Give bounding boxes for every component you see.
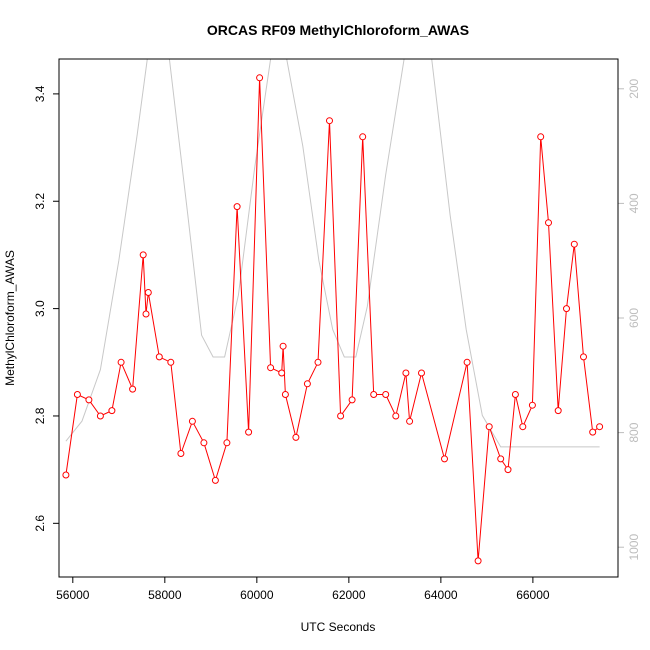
- y2-tick-label: 400: [627, 193, 641, 213]
- data-point: [537, 133, 545, 141]
- data-point: [545, 219, 552, 227]
- data-point: [406, 417, 414, 425]
- data-point: [267, 364, 275, 372]
- data-point: [233, 203, 241, 211]
- data-point: [292, 433, 300, 441]
- y-tick-label: 3.4: [33, 85, 47, 102]
- data-point: [474, 557, 482, 565]
- data-point: [96, 412, 104, 420]
- data-point: [278, 369, 286, 377]
- primary-series-layer: [62, 74, 604, 565]
- data-point: [441, 455, 448, 463]
- y-tick-label: 3.2: [33, 193, 47, 210]
- data-point: [348, 396, 356, 404]
- data-point: [596, 423, 604, 431]
- data-point: [62, 471, 70, 479]
- data-point: [85, 396, 93, 404]
- data-point: [108, 407, 116, 415]
- x-tick-label: 62000: [332, 588, 366, 602]
- data-point: [402, 369, 410, 377]
- data-point: [485, 423, 493, 431]
- data-point: [155, 353, 163, 361]
- data-point: [188, 417, 196, 425]
- data-point: [200, 439, 208, 447]
- secondary-series-line: [65, 59, 600, 448]
- x-tick-label: 64000: [424, 588, 458, 602]
- data-point: [73, 391, 81, 398]
- data-point: [370, 391, 378, 398]
- data-point: [326, 117, 333, 125]
- data-point: [245, 428, 253, 436]
- data-point: [554, 407, 562, 415]
- y2-tick-label: 800: [627, 422, 641, 442]
- data-point: [418, 369, 425, 377]
- y-axis-label: MethylChloroform_AWAS: [3, 250, 17, 386]
- x-tick-label: 56000: [56, 588, 90, 602]
- data-point: [570, 240, 578, 248]
- data-point: [279, 342, 287, 350]
- data-point: [589, 428, 597, 436]
- data-point: [528, 401, 536, 409]
- x-tick-label: 58000: [148, 588, 182, 602]
- data-point: [281, 391, 289, 398]
- series-line: [65, 77, 600, 561]
- x-tick-label: 60000: [240, 588, 274, 602]
- data-point: [392, 412, 400, 420]
- data-point: [511, 391, 519, 398]
- data-point: [303, 380, 311, 388]
- data-point: [382, 391, 390, 398]
- x-axis-label: UTC Seconds: [301, 620, 376, 634]
- data-point: [211, 476, 219, 484]
- data-point: [463, 358, 471, 366]
- data-point: [563, 305, 570, 313]
- data-point: [256, 74, 264, 82]
- data-point: [129, 385, 137, 393]
- y-tick-label: 2.8: [33, 407, 47, 424]
- axes-layer: 56000 58000 60000 62000 64000 66000 2.6 2.8 3.0 3…: [33, 78, 641, 602]
- data-point: [142, 310, 150, 318]
- data-point: [580, 353, 587, 361]
- data-point: [497, 455, 505, 463]
- y2-tick-label: 600: [627, 308, 641, 328]
- y2-tick-label: 1000: [627, 534, 641, 561]
- chart-title: ORCAS RF09 MethylChloroform_AWAS: [207, 22, 469, 38]
- data-point: [519, 423, 527, 431]
- y-tick-label: 2.6: [33, 515, 47, 532]
- data-point: [144, 289, 152, 296]
- data-point: [167, 358, 175, 366]
- data-point: [359, 133, 367, 141]
- y2-tick-label: 200: [627, 78, 641, 98]
- y-tick-label: 3.0: [33, 300, 47, 317]
- data-point: [504, 466, 512, 474]
- data-point: [223, 439, 231, 447]
- data-point: [177, 450, 185, 457]
- x-tick-label: 66000: [516, 588, 550, 602]
- data-point: [337, 412, 345, 420]
- secondary-series-layer: [65, 59, 600, 448]
- data-point: [314, 358, 322, 366]
- data-point: [139, 251, 147, 259]
- plot-frame: [58, 58, 619, 578]
- data-point: [117, 358, 125, 366]
